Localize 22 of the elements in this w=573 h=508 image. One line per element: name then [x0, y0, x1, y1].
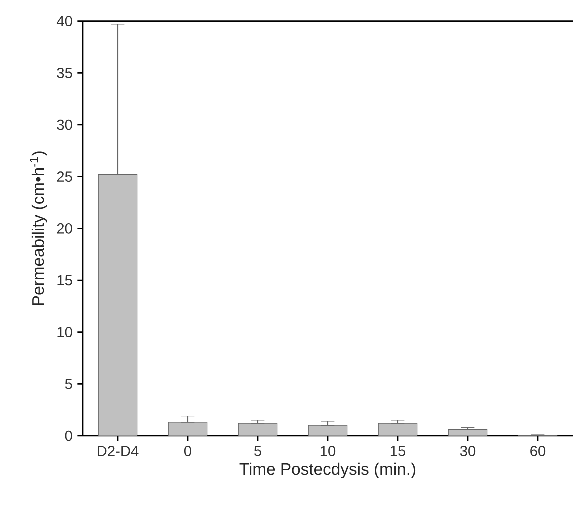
y-tick-label: 10 [58, 327, 72, 338]
y-tick-label: 5 [65, 379, 72, 390]
x-tick-label: 30 [460, 446, 476, 456]
bar [308, 425, 348, 436]
bar [378, 423, 418, 436]
x-tick-label: 0 [184, 446, 192, 456]
x-tick-label: 10 [320, 446, 336, 456]
y-axis-title: Permeability (cm•h$^{-1}$) [30, 152, 48, 306]
x-tick-label: 15 [390, 446, 406, 456]
y-tick-label: 25 [57, 172, 72, 182]
bar [448, 430, 488, 436]
x-tick-label: 60 [530, 446, 546, 456]
y-tick-label: 35 [57, 68, 72, 78]
x-tick-label: D2-D4 [98, 446, 139, 456]
x-axis-title: Time Postecdysis (min.) [240, 462, 416, 478]
y-tick-label: 30 [57, 120, 72, 130]
x-tick-label: 5 [254, 446, 262, 456]
y-tick-label: 20 [57, 223, 72, 234]
bar [238, 423, 278, 436]
y-tick-label: 15 [58, 275, 72, 286]
y-tick-label: 40 [56, 16, 72, 27]
y-tick-label: 0 [65, 430, 72, 442]
